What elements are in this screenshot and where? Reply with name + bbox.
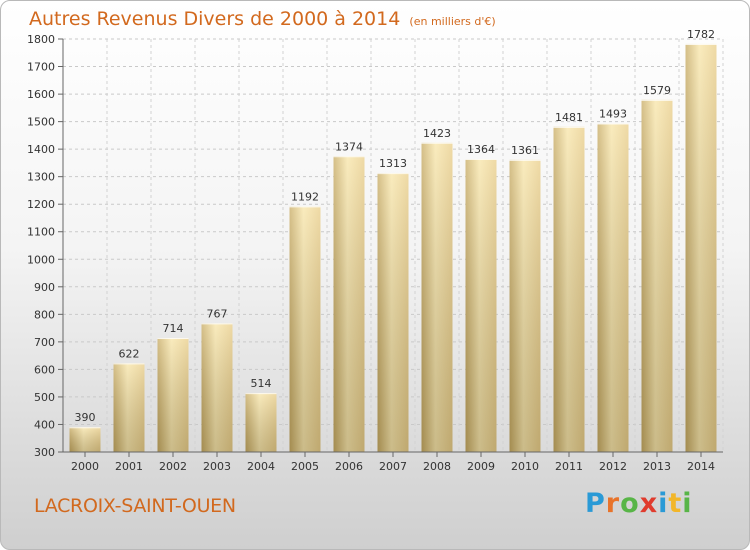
- x-tick-label: 2007: [379, 460, 407, 473]
- logo-letter: x: [639, 488, 659, 519]
- y-tick-label: 900: [34, 281, 55, 294]
- bar-shade: [641, 99, 673, 452]
- bar-shade: [465, 159, 497, 452]
- y-tick-label: 1500: [27, 116, 55, 129]
- unit-text: (en milliers d'€): [409, 15, 496, 28]
- y-tick-label: 1200: [27, 198, 55, 211]
- bar-value-label: 1361: [511, 144, 539, 157]
- bar-shade: [69, 427, 101, 452]
- x-tick-label: 2006: [335, 460, 363, 473]
- logo-letter: i: [682, 488, 693, 519]
- logo-letter: t: [668, 488, 683, 519]
- proxiti-logo: Proxiti: [585, 488, 693, 519]
- bar-shade: [289, 206, 321, 452]
- bar-shade: [685, 43, 717, 453]
- logo-letter: o: [620, 488, 640, 519]
- y-tick-label: 1400: [27, 143, 55, 156]
- y-tick-label: 1700: [27, 61, 55, 74]
- y-tick-label: 500: [34, 391, 55, 404]
- y-tick-label: 1600: [27, 88, 55, 101]
- bar-shade: [421, 142, 453, 452]
- bars: 390 622 714 767 514 1192 1374 1313 1423 1364 1361 1…: [69, 28, 717, 453]
- bar-shade: [113, 363, 145, 452]
- title-text: Autres Revenus Divers de 2000 à 2014: [29, 8, 401, 30]
- bar-shade: [157, 338, 189, 452]
- x-tick-label: 2014: [687, 460, 715, 473]
- x-tick-label: 2000: [71, 460, 99, 473]
- bar-value-label: 1313: [379, 157, 407, 170]
- x-tick-label: 2001: [115, 460, 143, 473]
- bar-value-label: 714: [163, 322, 184, 335]
- y-tick-label: 600: [34, 363, 55, 376]
- bar-value-label: 390: [75, 411, 96, 424]
- x-tick-label: 2008: [423, 460, 451, 473]
- y-tick-label: 300: [34, 446, 55, 459]
- bar-shade: [245, 393, 277, 452]
- x-tick-label: 2002: [159, 460, 187, 473]
- bar-shade: [333, 156, 365, 453]
- bar-value-label: 1423: [423, 127, 451, 140]
- bar-value-label: 1364: [467, 143, 495, 156]
- bar-value-label: 1374: [335, 140, 363, 153]
- bar-value-label: 1782: [687, 28, 715, 41]
- x-tick-label: 2013: [643, 460, 671, 473]
- bar-value-label: 622: [119, 347, 140, 360]
- x-tick-label: 2003: [203, 460, 231, 473]
- x-tick-label: 2004: [247, 460, 275, 473]
- x-tick-label: 2011: [555, 460, 583, 473]
- y-tick-label: 1000: [27, 253, 55, 266]
- bar-shade: [377, 173, 409, 452]
- x-tick-label: 2005: [291, 460, 319, 473]
- y-tick-label: 700: [34, 336, 55, 349]
- bar-value-label: 1493: [599, 108, 627, 121]
- logo-letter: i: [658, 488, 669, 519]
- logo-letter: r: [605, 488, 621, 519]
- bar-shade: [509, 159, 541, 452]
- y-tick-label: 1100: [27, 226, 55, 239]
- bar-shade: [597, 123, 629, 452]
- chart-title: Autres Revenus Divers de 2000 à 2014 (en…: [29, 8, 496, 30]
- axes: 300 400 500 600 700 800 900 1000 1100 1200 1300 140…: [27, 33, 723, 473]
- bar-value-label: 1481: [555, 111, 583, 124]
- logo-letter: P: [585, 488, 606, 519]
- commune-name: LACROIX-SAINT-OUEN: [34, 495, 236, 517]
- x-tick-label: 2010: [511, 460, 539, 473]
- y-tick-label: 400: [34, 418, 55, 431]
- y-tick-label: 1800: [27, 33, 55, 46]
- y-tick-label: 800: [34, 308, 55, 321]
- bar-shade: [553, 126, 585, 453]
- x-tick-label: 2009: [467, 460, 495, 473]
- bar-value-label: 767: [207, 307, 228, 320]
- bar-value-label: 1579: [643, 84, 671, 97]
- bar-value-label: 1192: [291, 190, 319, 203]
- bar-value-label: 514: [251, 377, 272, 390]
- x-tick-label: 2012: [599, 460, 627, 473]
- bar-shade: [201, 323, 233, 452]
- y-tick-label: 1300: [27, 171, 55, 184]
